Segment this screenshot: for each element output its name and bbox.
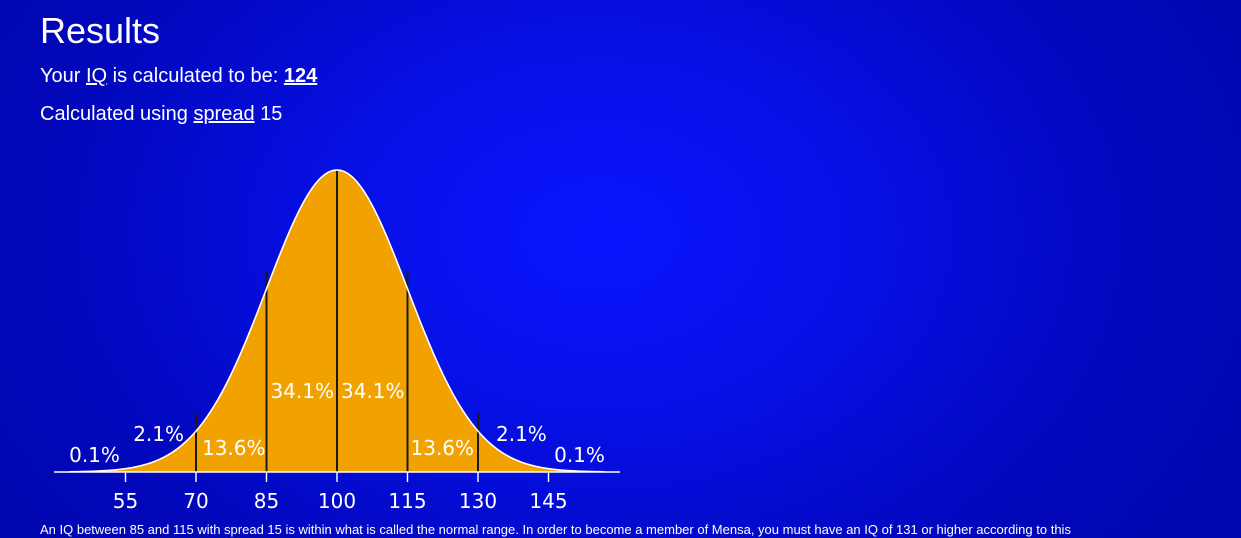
x-tick-label-0: 55 [113,489,138,513]
x-tick-label-2: 85 [254,489,279,513]
iq-prefix: Your [40,65,86,87]
curve-outline-group [69,169,605,473]
segment-label-5: 13.6% [411,436,475,460]
x-tick-label-1: 70 [183,489,208,513]
spread-link[interactable]: spread [193,103,255,125]
segment-label-6: 2.1% [496,422,547,446]
iq-middle: is calculated to be: [107,65,284,87]
x-tick-label-4: 115 [388,489,426,513]
curve-outline [69,169,605,473]
results-title: Results [40,10,161,51]
x-tick-label-6: 145 [529,489,567,513]
iq-link[interactable]: IQ [85,65,108,87]
segment-label-7: 0.1% [554,443,605,467]
spread-line: Calculated using spread 15 [40,102,282,126]
segment-label-2: 13.6% [202,436,266,460]
segment-label-4: 34.1% [341,379,405,403]
divider-group [195,170,479,472]
percent-label-group: 0.1% 2.1% 13.6% 34.1% 34.1% 13.6% 2.1% 0.1% [69,379,605,467]
x-tick-label-5: 130 [459,489,497,513]
segment-label-1: 2.1% [133,422,184,446]
iq-score-value[interactable]: 124 [283,65,318,87]
spread-value: 15 [260,103,283,125]
normal-range-note: An IQ between 85 and 115 with spread 15 … [40,522,1071,537]
x-tick-label-3: 100 [318,489,356,513]
segment-label-3: 34.1% [270,379,334,403]
x-axis-group: 55 70 85 100 115 130 145 [54,471,620,513]
segment-label-0: 0.1% [69,443,120,467]
spread-prefix: Calculated using [40,103,194,125]
iq-result-line: Your IQ is calculated to be: 124 [40,64,317,88]
